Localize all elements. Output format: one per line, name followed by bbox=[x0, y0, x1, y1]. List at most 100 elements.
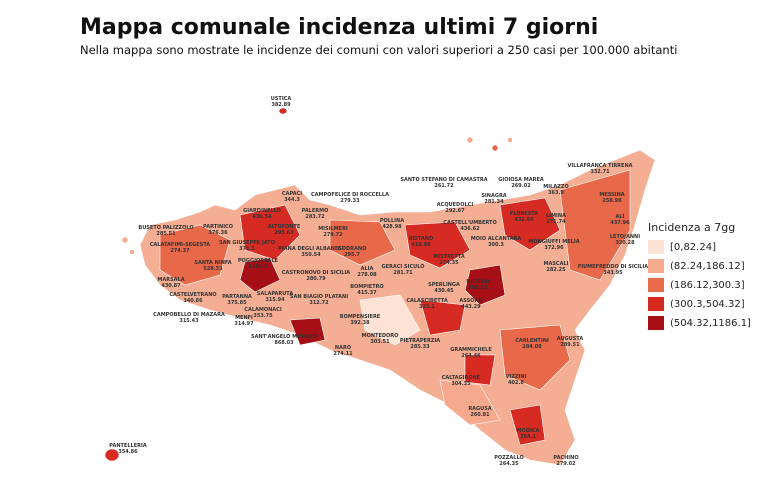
place-name: SANTO STEFANO DI CAMASTRA bbox=[400, 177, 487, 183]
place-value: 274.37 bbox=[170, 248, 190, 254]
place-name: PANTELLERIA bbox=[109, 443, 147, 449]
legend-label: [0,82.24] bbox=[670, 242, 716, 253]
place-name: PARTANNA bbox=[222, 294, 252, 300]
place-value: 353.75 bbox=[253, 313, 273, 319]
eolie bbox=[507, 137, 513, 143]
place-value: 304.35 bbox=[451, 381, 471, 387]
place-value: 279.02 bbox=[556, 461, 576, 467]
place-value: 1186.1 bbox=[248, 264, 268, 270]
place-value: 258.98 bbox=[602, 198, 622, 204]
place-value: 293.63 bbox=[274, 230, 294, 236]
place-name: MISILMERI bbox=[318, 226, 348, 232]
region bbox=[464, 354, 496, 386]
region bbox=[499, 324, 571, 391]
place-value: 315.94 bbox=[265, 297, 285, 303]
region bbox=[239, 204, 301, 261]
place-value: 280.79 bbox=[306, 276, 326, 282]
place-name: ACQUEDOLCI bbox=[437, 202, 474, 208]
place-name: PALERMO bbox=[302, 208, 329, 214]
place-value: 264.35 bbox=[499, 461, 519, 467]
place-value: 437.96 bbox=[610, 220, 630, 226]
place-value: 363.9 bbox=[548, 190, 564, 196]
place-name: LIMINA bbox=[546, 213, 566, 219]
place-value: 343.95 bbox=[603, 270, 623, 276]
place-name: SALAPARUTA bbox=[257, 291, 294, 297]
place-value: 443.29 bbox=[461, 304, 481, 310]
place-value: 332.71 bbox=[590, 169, 610, 175]
region bbox=[439, 379, 501, 426]
legend-label: (504.32,1186.1] bbox=[670, 318, 751, 329]
place-value: 300.3 bbox=[488, 242, 504, 248]
place-value: 371.1 bbox=[239, 246, 255, 252]
place-value: 274.11 bbox=[333, 351, 353, 357]
place-value: 281.34 bbox=[484, 199, 504, 205]
legend-label: (300.3,504.32] bbox=[670, 299, 745, 310]
place-value: 279.33 bbox=[340, 198, 360, 204]
place-value: 260.81 bbox=[470, 412, 490, 418]
place-value: 285.51 bbox=[156, 231, 176, 237]
place-value: 281.71 bbox=[393, 270, 413, 276]
place-name: FLORESTA bbox=[510, 211, 539, 217]
place-value: 354.86 bbox=[118, 449, 138, 455]
place-name: MISTRETTA bbox=[433, 254, 465, 260]
place-name: REITANO bbox=[409, 236, 433, 242]
place-value: 430.54 bbox=[252, 214, 272, 220]
place-name: SINAGRA bbox=[481, 193, 506, 199]
legend-label: (82.24,186.12] bbox=[670, 261, 745, 272]
place-name: MODICA bbox=[517, 428, 540, 434]
place-value: 295.7 bbox=[344, 252, 360, 258]
place-value: 264.46 bbox=[461, 353, 481, 359]
place-name: MASCALI bbox=[543, 261, 568, 267]
place-name: GRAMMICHELE bbox=[450, 347, 492, 353]
place-name: SANT'ANGELO MUXARO bbox=[251, 334, 317, 340]
place-name: PIANA DEGLI ALBANESI bbox=[278, 246, 344, 252]
place-value: 375.85 bbox=[227, 300, 247, 306]
pantelleria bbox=[104, 448, 120, 462]
legend-swatch bbox=[648, 297, 664, 311]
place-name: CALTAGIRONE bbox=[442, 375, 481, 381]
legend-label: (186.12,300.3] bbox=[670, 280, 745, 291]
place-name: GERACI SICULO bbox=[382, 264, 425, 270]
place-value: 315.43 bbox=[179, 318, 199, 324]
place-value: 284.08 bbox=[522, 344, 542, 350]
region bbox=[419, 299, 466, 336]
place-name: CAPACI bbox=[282, 191, 302, 197]
place-name: MENFI bbox=[235, 315, 253, 321]
place-name: POGGIOREALE bbox=[238, 258, 279, 264]
place-name: SAN GIUSEPPE JATO bbox=[219, 240, 275, 246]
place-name: FIUMEFREDDO DI SICILIA bbox=[578, 264, 648, 270]
place-name: CASTRONOVO DI SICILIA bbox=[282, 270, 351, 276]
region bbox=[404, 221, 471, 269]
place-value: 292.67 bbox=[445, 208, 465, 214]
place-name: LETOJANNI bbox=[610, 234, 640, 240]
place-value: 325.1 bbox=[419, 304, 435, 310]
place-value: 271.74 bbox=[546, 219, 566, 225]
place-value: 376.36 bbox=[208, 230, 228, 236]
place-name: CALASCIBETTA bbox=[406, 298, 448, 304]
egadi bbox=[121, 236, 129, 244]
place-name: BUSETO PALIZZOLO bbox=[138, 225, 193, 231]
place-name: AUGUSTA bbox=[557, 336, 584, 342]
place-name: GIOIOSA MAREA bbox=[498, 177, 544, 183]
legend-swatch bbox=[648, 240, 664, 254]
region bbox=[509, 404, 546, 446]
region bbox=[559, 169, 631, 281]
place-name: POLLINA bbox=[380, 218, 404, 224]
place-name: CASTELL'UMBERTO bbox=[443, 220, 496, 226]
place-name: NICOSIA bbox=[466, 279, 489, 285]
region bbox=[289, 317, 326, 346]
place-value: 320.28 bbox=[615, 240, 635, 246]
legend-title: Incidenza a 7gg bbox=[648, 221, 735, 234]
place-value: 436.62 bbox=[460, 226, 480, 232]
place-value: 344.3 bbox=[284, 197, 300, 203]
place-name: GIARDINELLO bbox=[243, 208, 281, 214]
place-value: 402.8 bbox=[508, 380, 524, 386]
place-name: ALTOFONTE bbox=[268, 224, 301, 230]
place-name: VILLAFRANCA TIRRENA bbox=[567, 163, 632, 169]
place-value: 382.89 bbox=[271, 102, 291, 108]
place-name: CALATAFIMI-SEGESTA bbox=[150, 242, 210, 248]
place-value: 392.38 bbox=[350, 320, 370, 326]
place-value: 415.37 bbox=[357, 290, 377, 296]
place-value: 428.98 bbox=[382, 224, 402, 230]
